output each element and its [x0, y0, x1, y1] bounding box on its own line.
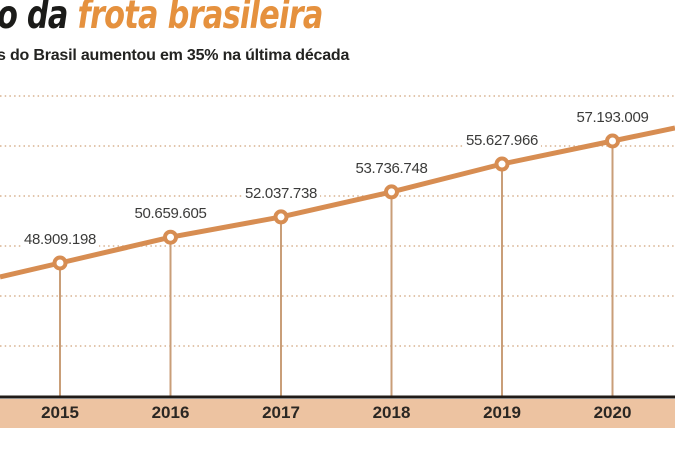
data-point-label: 50.659.605: [131, 206, 210, 222]
data-point-marker: [384, 184, 399, 200]
x-tick-label: 2019: [483, 403, 521, 422]
data-point-label: 55.627.966: [462, 133, 542, 149]
data-point-label: 57.193.009: [573, 110, 652, 125]
x-tick-label: 2016: [151, 403, 190, 422]
title-highlight: frota brasileira: [77, 0, 323, 38]
x-tick-label: 2018: [372, 403, 411, 422]
x-tick-label: 2020: [593, 403, 632, 422]
page-title: o da frota brasileira: [0, 0, 323, 35]
data-point-label: 52.037.738: [241, 185, 321, 201]
data-point-marker: [605, 133, 620, 149]
x-tick-label: 2017: [262, 403, 300, 422]
data-point-marker: [494, 156, 510, 172]
data-point-label: 53.736.748: [352, 160, 431, 176]
data-point-label: 48.909.198: [20, 232, 100, 247]
x-tick-label: 2015: [41, 403, 79, 422]
subtitle: s do Brasil aumentou em 35% na última dé…: [0, 47, 350, 64]
data-point-marker: [52, 255, 68, 271]
data-point-marker: [273, 209, 289, 225]
x-axis-band: 2015 2016 2017 2018 2019 2020: [0, 399, 675, 428]
data-point-marker: [163, 229, 178, 245]
title-prefix: o da: [0, 0, 78, 38]
series-line: [0, 125, 675, 280]
